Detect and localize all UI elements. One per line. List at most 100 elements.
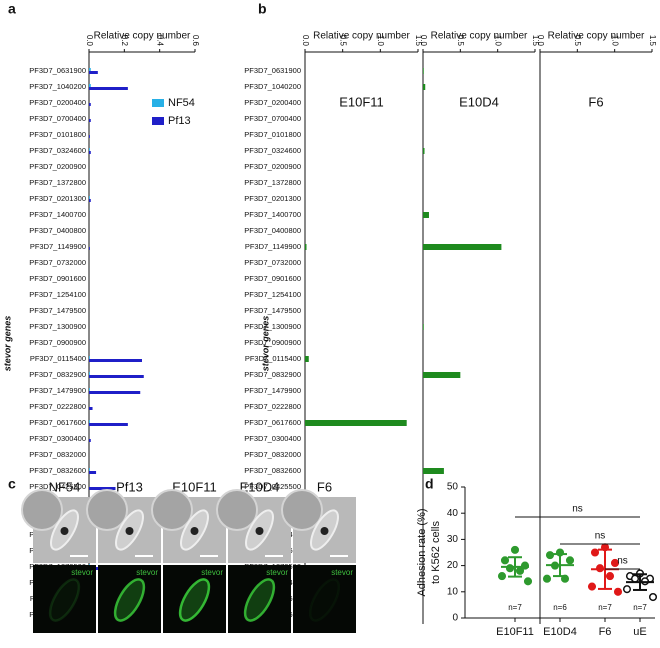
bar — [423, 212, 429, 218]
data-point — [595, 564, 605, 573]
x-tick-label: 0.0 — [85, 35, 94, 47]
bar — [89, 372, 90, 375]
x-tick-label: E10D4 — [543, 626, 577, 638]
bar — [305, 420, 407, 426]
significance-label: ns — [595, 531, 606, 542]
gene-label: PF3D7_0832000 — [29, 450, 86, 459]
gene-label: PF3D7_0300400 — [29, 434, 86, 443]
gene-label: PF3D7_1372800 — [29, 178, 86, 187]
facet-title: E10D4 — [459, 94, 499, 109]
gene-label: PF3D7_1400700 — [29, 210, 86, 219]
bar — [89, 135, 90, 138]
rbc — [216, 489, 258, 531]
gene-label: PF3D7_0101800 — [29, 130, 86, 139]
gene-label: PF3D7_1479900 — [29, 386, 86, 395]
x-axis-title: Relative copy number — [313, 31, 410, 42]
data-point — [610, 558, 620, 568]
n-label: n=7 — [633, 603, 647, 612]
strain-label: NF54 — [49, 479, 81, 494]
bar — [423, 372, 461, 378]
bar — [423, 148, 425, 154]
gene-label: PF3D7_0900900 — [244, 338, 301, 347]
y-tick-label: 0 — [452, 613, 458, 624]
gene-label: PF3D7_0200400 — [244, 98, 301, 107]
y-axis-title: to K562 cells — [430, 521, 442, 584]
bar — [89, 119, 91, 122]
gene-label: PF3D7_0400800 — [244, 226, 301, 235]
data-point — [648, 592, 658, 602]
y-axis-title: stevor genes — [260, 316, 270, 372]
bar — [89, 151, 91, 154]
bar — [89, 487, 116, 490]
x-axis-title: Relative copy number — [94, 31, 191, 42]
bar — [423, 84, 426, 90]
bar — [89, 148, 90, 151]
pigment — [60, 527, 69, 535]
stain-label: stevor — [136, 568, 158, 577]
facet-title: E10F11 — [339, 94, 384, 109]
gene-label: PF3D7_0200900 — [29, 162, 86, 171]
gene-label: PF3D7_0832600 — [244, 466, 301, 475]
bar — [89, 199, 91, 202]
stevor-signal — [113, 578, 146, 622]
gene-label: PF3D7_1149900 — [30, 242, 86, 251]
bar — [305, 356, 309, 362]
x-axis-title: Relative copy number — [548, 31, 645, 42]
gene-label: PF3D7_0400800 — [29, 226, 86, 235]
x-tick-label: 0.6 — [191, 35, 200, 47]
x-axis-title: Relative copy number — [431, 31, 528, 42]
stain-label: stevor — [266, 568, 288, 577]
y-tick-label: 30 — [447, 534, 459, 545]
bar — [89, 468, 90, 471]
x-tick-label: 0.0 — [536, 35, 545, 47]
stevor-signal — [178, 578, 211, 622]
x-tick-label: 1.0 — [494, 35, 503, 47]
bar — [89, 196, 90, 199]
data-point — [587, 582, 597, 591]
bar — [89, 407, 93, 410]
gene-label: PF3D7_0832000 — [244, 450, 301, 459]
gene-label: PF3D7_0101800 — [244, 130, 301, 139]
data-point — [622, 585, 632, 594]
strain-label: E10D4 — [240, 479, 280, 494]
gene-label: PF3D7_1300900 — [29, 322, 86, 331]
strain-label: E10F11 — [172, 479, 217, 494]
n-label: n=7 — [508, 603, 522, 612]
panel-letter: a — [8, 1, 16, 17]
x-tick-label: 1.0 — [376, 35, 385, 47]
y-tick-label: 50 — [447, 482, 459, 493]
strain-label: Pf13 — [116, 479, 143, 494]
bar — [423, 324, 424, 330]
panel-letter: d — [425, 476, 434, 492]
gene-label: PF3D7_0617600 — [29, 418, 86, 427]
gene-label: PF3D7_0900900 — [29, 338, 86, 347]
gene-label: PF3D7_0617600 — [244, 418, 301, 427]
pigment — [255, 527, 264, 535]
bar — [423, 468, 444, 474]
data-point — [510, 545, 520, 554]
bar — [89, 71, 98, 74]
gene-label: PF3D7_1479500 — [244, 306, 301, 315]
data-point — [515, 566, 525, 575]
stain-label: stevor — [331, 568, 353, 577]
bar — [89, 87, 128, 90]
rbc — [21, 489, 63, 531]
panel-letter: c — [8, 476, 16, 492]
significance-label: ns — [617, 556, 628, 567]
gene-label: PF3D7_0425500 — [29, 482, 86, 491]
bar — [89, 375, 144, 378]
data-point — [500, 556, 510, 565]
data-point — [542, 574, 552, 583]
panel-letter: b — [258, 1, 267, 17]
fluorescence-image — [98, 565, 161, 633]
gene-label: PF3D7_1479900 — [244, 386, 301, 395]
gene-label: PF3D7_1254100 — [29, 290, 86, 299]
gene-label: PF3D7_0832900 — [29, 370, 86, 379]
bar — [423, 68, 424, 74]
gene-label: PF3D7_0115400 — [245, 354, 301, 363]
y-axis-title: stevor genes — [2, 316, 12, 372]
gene-label: PF3D7_1400700 — [244, 210, 301, 219]
strain-label: F6 — [317, 479, 332, 494]
y-tick-label: 20 — [447, 560, 459, 571]
x-tick-label: 0.2 — [120, 35, 129, 47]
